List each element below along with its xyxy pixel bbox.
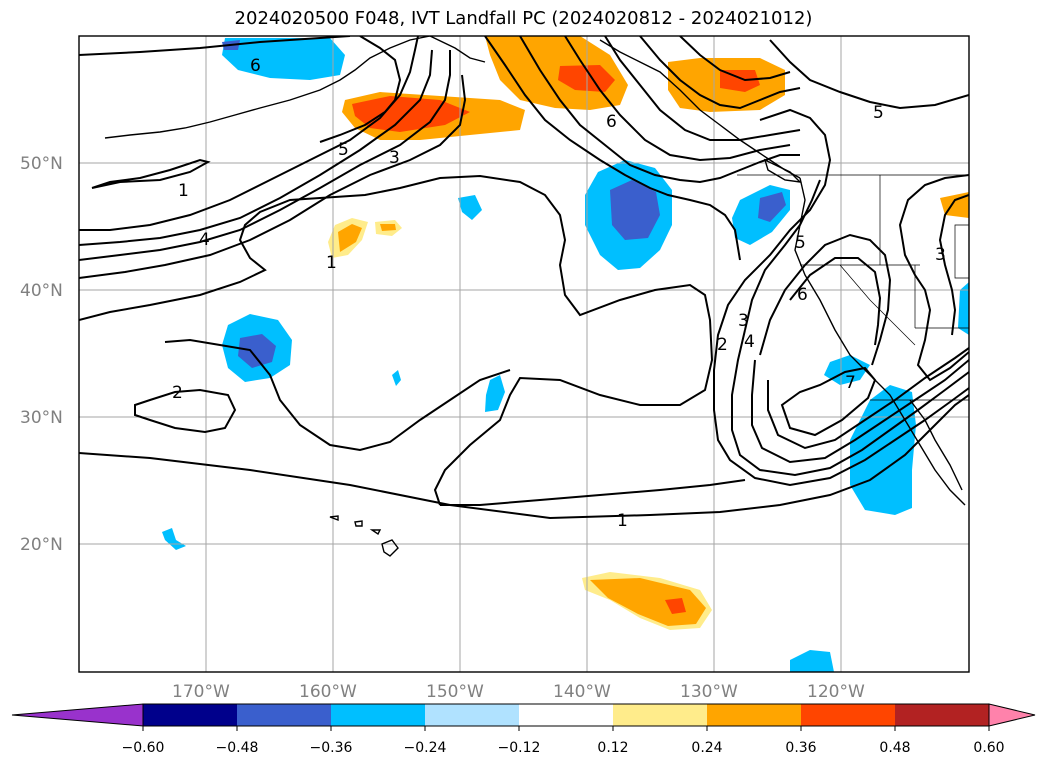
contour-1-south [79,394,969,520]
contour-label: 4 [744,332,755,352]
colorbar-bin [895,704,990,726]
lon-label: 150°W [426,682,484,702]
contour-label: 1 [617,511,628,531]
contour-trough-1 [484,36,741,261]
contour-label: 5 [795,233,806,253]
longitude-labels: 170°W 160°W 150°W 140°W 130°W 120°W [172,682,865,702]
contour-label: 2 [717,335,728,355]
colorbar-tick-label: −0.24 [404,740,447,756]
blue-blob-small-north [458,195,482,220]
colorbar-tick-label: 0.48 [879,740,910,756]
graticule [79,36,969,672]
colorbar-frame [142,703,990,727]
orange-blob-gulf-alaska [485,36,628,110]
contour-label: 6 [797,285,808,305]
contour-ridge-2 [713,108,969,487]
contour-label: 3 [935,245,946,265]
lat-label: 40°N [20,281,63,301]
contour-label: 1 [326,253,337,273]
blue-blob-small-mid [485,375,505,412]
lon-label: 170°W [172,682,230,702]
colorbar-bin [425,704,520,726]
lon-label: 130°W [680,682,738,702]
contour-1-inner [79,174,714,506]
contour-label: 2 [172,383,183,403]
colorbar-bin [613,704,708,726]
colorbar-tick-label: −0.60 [122,740,165,756]
contour-label: 5 [338,140,349,160]
colorbar-extend-under [11,703,144,727]
latitude-labels: 50°N 40°N 30°N 20°N [20,154,63,555]
colorbar-tick-label: 0.60 [973,740,1004,756]
colorbar-tick-label: 0.24 [691,740,722,756]
contour-label: 4 [199,230,210,250]
contour-label: 1 [178,181,189,201]
contour-label: 7 [845,373,856,393]
colorbar-bin [519,704,614,726]
colorbar-tick-label: −0.48 [216,740,259,756]
contour-label: 6 [250,56,261,76]
colorbar-tick-label: −0.12 [498,740,541,756]
contour-lines [79,36,969,520]
lon-label: 140°W [553,682,611,702]
map-frame [78,35,970,673]
lon-label: 160°W [299,682,357,702]
colorbar: −0.60 −0.48 −0.36 −0.24 −0.12 0.12 0.24 0.36 0.4… [11,703,1036,756]
colorbar-bin [237,704,332,726]
lat-label: 30°N [20,408,63,428]
lat-label: 20°N [20,535,63,555]
lon-label: 120°W [807,682,865,702]
map-background [79,36,969,672]
contour-labels: 6 5 3 1 4 1 2 6 2 3 4 5 6 7 1 5 3 [172,56,946,531]
colorbar-bin [801,704,896,726]
colorbar-extend-over [988,703,1036,727]
contour-2-west [134,388,237,434]
blue-blob-bottom [790,650,834,672]
contour-label: 6 [606,112,617,132]
contour-north-1 [79,36,419,231]
contour-label: 3 [738,311,749,331]
contour-label: 3 [389,148,400,168]
blue-blob-aleutian [222,38,345,80]
colorbar-tick-label: 0.12 [597,740,628,756]
colorbar-bin [707,704,802,726]
lat-label: 50°N [20,154,63,174]
map-title: 2024020500 F048, IVT Landfall PC (202402… [234,8,813,29]
colorbar-tick-label: −0.36 [310,740,353,756]
colorbar-bin [143,704,238,726]
colorbar-tick-label: 0.36 [785,740,816,756]
colorbar-bin [331,704,426,726]
contour-label: 5 [873,103,884,123]
